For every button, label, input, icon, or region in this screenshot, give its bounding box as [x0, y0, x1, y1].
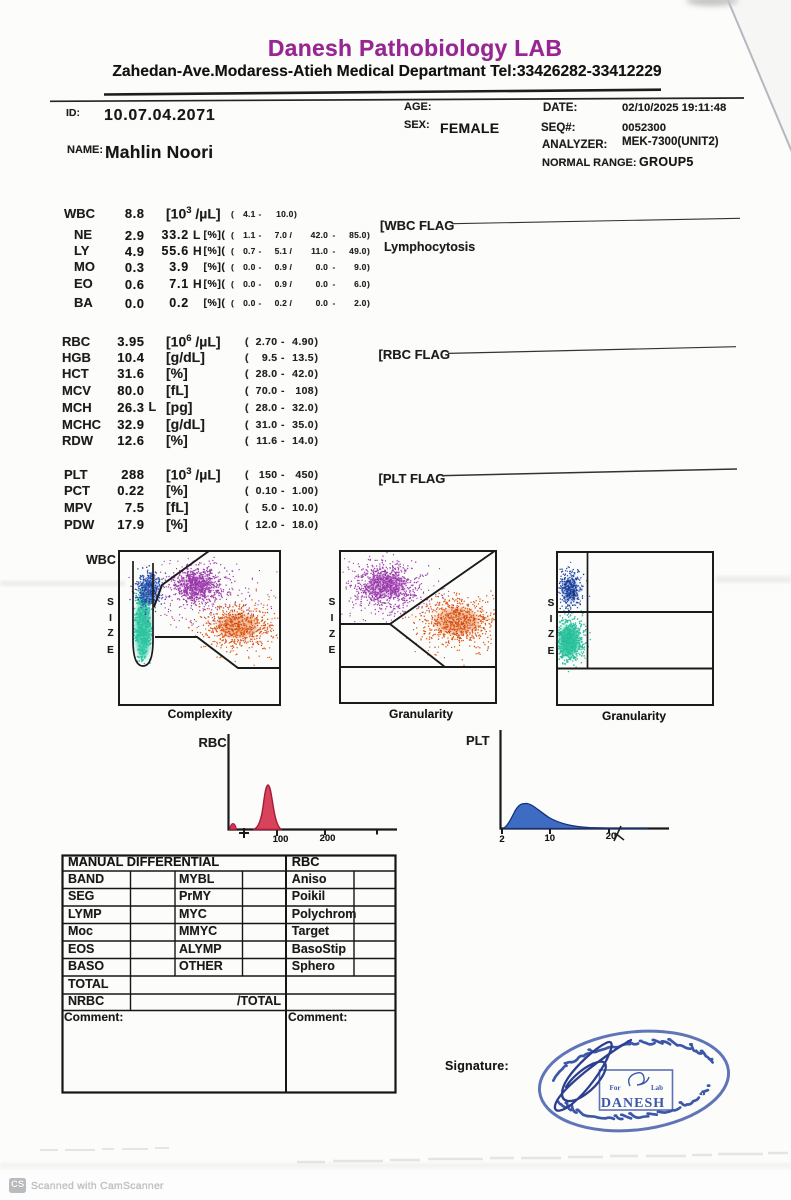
svg-text:Lab: Lab — [651, 1084, 663, 1092]
svg-text:DANESH: DANESH — [601, 1096, 665, 1111]
svg-text:For: For — [610, 1084, 621, 1092]
